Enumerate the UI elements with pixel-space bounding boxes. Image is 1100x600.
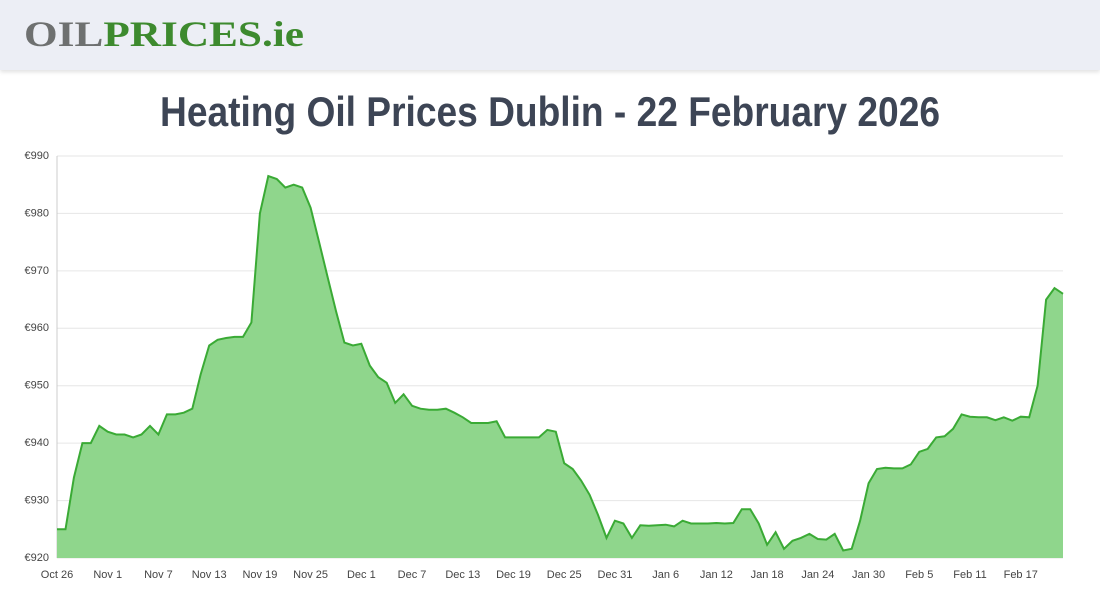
y-tick-label: €930	[25, 494, 49, 506]
logo-part: PRICES.ie	[103, 14, 304, 54]
x-tick-label: Dec 1	[347, 569, 376, 581]
x-tick-label: Feb 11	[953, 569, 986, 581]
header-bar	[0, 0, 1100, 70]
x-tick-label: Nov 25	[293, 569, 328, 581]
x-tick-label: Dec 19	[496, 569, 531, 581]
logo[interactable]: OIL PRICES.ie	[24, 14, 304, 54]
x-tick-label: Nov 13	[192, 569, 227, 581]
x-tick-label: Dec 31	[598, 569, 633, 581]
x-tick-label: Nov 1	[93, 569, 122, 581]
y-tick-label: €950	[25, 380, 49, 392]
chart-title: Heating Oil Prices Dublin - 22 February …	[160, 88, 940, 135]
x-tick-label: Nov 19	[242, 569, 277, 581]
line	[57, 174, 1064, 552]
x-tick-label: Dec 25	[547, 569, 582, 581]
y-tick-label: €990	[25, 150, 49, 162]
x-tick-label: Jan 18	[751, 569, 784, 581]
area-fill	[57, 176, 1063, 558]
x-tick-label: Dec 7	[398, 569, 427, 581]
x-tick-label: Jan 30	[852, 569, 885, 581]
x-tick-label: Dec 13	[445, 569, 480, 581]
x-tick-label: Feb 17	[1004, 569, 1038, 581]
y-tick-label: €940	[25, 437, 49, 449]
y-tick-label: €970	[25, 265, 49, 277]
x-tick-label: Feb 5	[905, 569, 933, 581]
x-tick-label: Jan 6	[652, 569, 679, 581]
x-tick-label: Jan 24	[801, 569, 834, 581]
x-tick-label: Oct 26	[41, 569, 73, 581]
y-tick-label: €980	[25, 207, 49, 219]
x-tick-label: Jan 12	[700, 569, 733, 581]
y-tick-label: €960	[25, 322, 49, 334]
logo-part: OIL	[24, 14, 103, 54]
y-tick-label: €920	[25, 552, 49, 564]
x-tick-label: Nov 7	[144, 569, 173, 581]
